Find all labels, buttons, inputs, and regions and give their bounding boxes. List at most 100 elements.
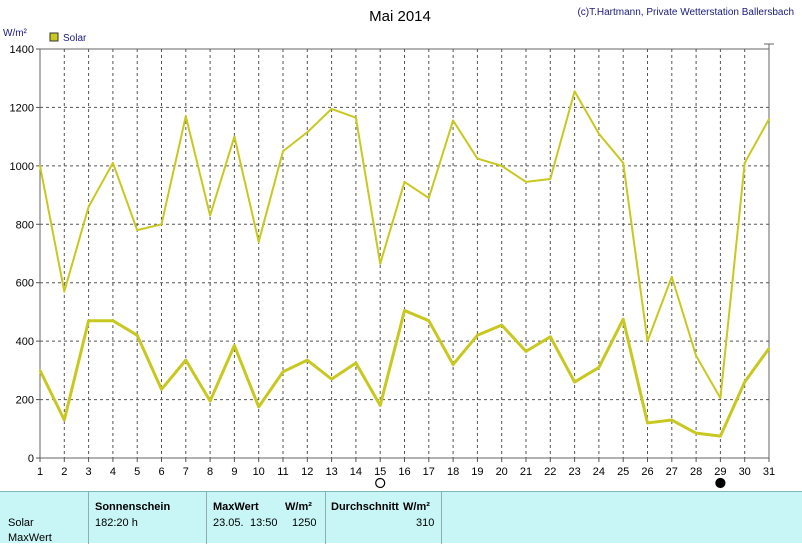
- data-point-max: [646, 340, 649, 343]
- data-point-avg: [525, 350, 527, 353]
- data-point-avg: [209, 400, 212, 403]
- data-point-avg: [136, 334, 139, 337]
- x-tick-label: 31: [763, 466, 775, 478]
- x-tick-label: 28: [690, 466, 702, 478]
- data-point-max: [500, 164, 503, 167]
- data-point-avg: [63, 419, 66, 422]
- data-point-max: [597, 132, 600, 135]
- data-point-avg: [403, 309, 406, 312]
- x-tick-label: 4: [110, 466, 116, 478]
- data-point-max: [452, 119, 455, 122]
- x-tick-label: 5: [134, 466, 140, 478]
- data-point-avg: [597, 366, 600, 369]
- legend-swatch: [49, 32, 59, 42]
- data-point-avg: [379, 404, 382, 407]
- data-point-max: [282, 150, 284, 153]
- x-tick-label: 7: [183, 466, 189, 478]
- y-tick-label: 1200: [10, 102, 34, 114]
- data-point-avg: [39, 369, 41, 372]
- series: [38, 90, 771, 438]
- row-label-max: MaxWert: [8, 532, 52, 544]
- legend-label: Solar: [63, 33, 87, 44]
- x-tick-label: 2: [61, 466, 67, 478]
- x-tick-label: 26: [641, 466, 653, 478]
- data-point-max: [573, 90, 576, 93]
- x-tick-label: 8: [207, 466, 213, 478]
- sunshine-value: 182:20 h: [95, 517, 138, 529]
- data-point-avg: [160, 388, 163, 391]
- x-tick-label: 19: [471, 466, 483, 478]
- data-point-max: [549, 178, 552, 181]
- x-tick-label: 23: [568, 466, 580, 478]
- data-point-avg: [427, 319, 430, 322]
- x-tick-label: 9: [231, 466, 237, 478]
- data-point-max: [87, 205, 90, 208]
- grid: [40, 49, 769, 458]
- data-point-avg: [184, 359, 187, 362]
- x-tick-label: 27: [666, 466, 678, 478]
- data-point-avg: [111, 319, 114, 322]
- data-point-avg: [306, 359, 309, 362]
- data-point-max: [525, 180, 527, 183]
- data-point-max: [379, 262, 382, 265]
- x-tick-label: 12: [301, 466, 313, 478]
- y-tick-label: 1400: [10, 44, 34, 56]
- data-point-avg: [87, 319, 90, 322]
- x-tick-label: 24: [593, 466, 605, 478]
- x-tick-label: 18: [447, 466, 459, 478]
- data-point-max: [768, 118, 770, 121]
- data-point-avg: [549, 335, 552, 338]
- separator: [441, 492, 442, 544]
- x-tick-label: 13: [325, 466, 337, 478]
- data-point-max: [695, 354, 698, 357]
- chart-credit: (c)T.Hartmann, Private Wetterstation Bal…: [577, 7, 794, 18]
- data-point-max: [306, 131, 309, 134]
- x-tick-label: 11: [277, 466, 288, 478]
- data-point-max: [354, 116, 357, 119]
- max-unit: W/m²: [285, 501, 312, 513]
- x-tick-label: 3: [86, 466, 92, 478]
- x-tick-label: 17: [423, 466, 435, 478]
- data-point-max: [111, 161, 114, 164]
- x-tick-label: 15: [374, 466, 386, 478]
- x-tick-label: 22: [544, 466, 556, 478]
- y-axis-unit: W/m²: [3, 28, 28, 39]
- data-point-max: [233, 135, 236, 138]
- max-time: 13:50: [250, 517, 278, 529]
- x-tick-label: 16: [398, 466, 410, 478]
- sunshine-header: Sonnenschein: [95, 501, 171, 513]
- solar-chart: Mai 2014 (c)T.Hartmann, Private Wetterst…: [3, 7, 794, 489]
- data-point-max: [670, 275, 673, 278]
- data-point-max: [330, 107, 333, 110]
- x-axis-ticks: 1 2 3 4 5 6 7 8 9 10 11 12 13 14 15 16 17 18 19 20 21 22 23 24 2…: [37, 458, 775, 478]
- x-tick-label: 25: [617, 466, 629, 478]
- data-point-avg: [768, 347, 770, 350]
- x-tick-label: 10: [253, 466, 265, 478]
- x-tick-label: 20: [496, 466, 508, 478]
- data-point-avg: [354, 362, 357, 365]
- chart-title: Mai 2014: [369, 8, 431, 25]
- data-point-avg: [719, 435, 722, 438]
- y-axis-ticks: 0 200 400 600 800 1000 1200 1400: [10, 44, 40, 465]
- new-moon-icon: [715, 477, 726, 489]
- data-point-max: [743, 161, 746, 164]
- data-point-avg: [257, 405, 260, 408]
- data-point-max: [136, 229, 139, 232]
- data-point-avg: [452, 363, 455, 366]
- data-point-avg: [743, 381, 746, 384]
- data-point-max: [39, 164, 41, 167]
- x-tick-label: 29: [714, 466, 726, 478]
- max-date: 23.05.: [213, 517, 244, 529]
- y-tick-label: 1000: [10, 161, 34, 173]
- separator: [88, 492, 89, 544]
- y-tick-label: 0: [28, 453, 34, 465]
- x-tick-label: 1: [37, 466, 43, 478]
- data-point-avg: [330, 378, 333, 381]
- data-point-avg: [500, 324, 503, 327]
- y-tick-label: 800: [16, 219, 34, 231]
- avg-unit: W/m²: [403, 501, 430, 513]
- data-point-max: [160, 223, 163, 226]
- avg-value: 310: [416, 517, 435, 529]
- data-point-max: [184, 115, 187, 118]
- separator: [206, 492, 207, 544]
